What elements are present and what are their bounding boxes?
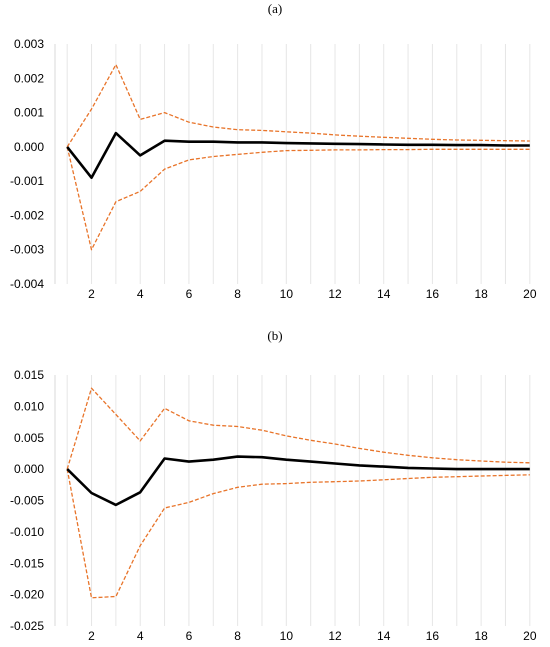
y-tick-label: -0.010 [10, 525, 44, 539]
y-tick-label: 0.015 [14, 368, 44, 382]
x-tick-label: 14 [377, 629, 391, 643]
x-tick-label: 6 [186, 629, 193, 643]
confidence-band-line [66, 468, 530, 599]
x-tick-label: 8 [234, 629, 241, 643]
y-tick-label: 0.005 [14, 431, 44, 445]
x-tick-label: 8 [234, 287, 241, 300]
chart-b: 0.015 0.010 0.005 0.000 -0.005 -0.010 -0.015 -0… [10, 368, 537, 643]
irf-line [66, 131, 530, 179]
x-tick-label: 16 [426, 287, 440, 300]
y-tick-label: 0.000 [14, 140, 44, 154]
x-tick-label: 16 [426, 629, 440, 643]
x-tick-label: 20 [523, 287, 537, 300]
panel-b: (b) 0.015 0.010 0.005 0.000 -0.005 -0.010 -0.0… [0, 320, 550, 647]
confidence-band-line [66, 146, 530, 251]
y-tick-label: 0.010 [14, 399, 44, 413]
x-tick-label: 10 [280, 629, 294, 643]
y-tick-label: -0.001 [10, 174, 44, 188]
y-tick-label: -0.002 [10, 208, 44, 222]
x-tick-label: 4 [137, 287, 144, 300]
irf-line [66, 455, 530, 507]
y-tick-label: -0.020 [10, 588, 44, 602]
chart-a: 0.003 0.002 0.001 0.000 -0.001 -0.002 -0.003 -0… [10, 37, 537, 300]
x-tick-label: 6 [186, 287, 193, 300]
y-tick-label: -0.005 [10, 494, 44, 508]
y-tick-label: -0.004 [10, 277, 44, 291]
x-tick-label: 14 [377, 287, 391, 300]
panel-b-label: (b) [267, 328, 283, 343]
x-tick-label: 2 [88, 287, 95, 300]
confidence-band-line [66, 63, 530, 148]
x-tick-label: 18 [474, 629, 488, 643]
x-tick-label: 12 [328, 629, 342, 643]
y-tick-label: -0.025 [10, 619, 44, 633]
x-tick-label: 2 [88, 629, 95, 643]
y-tick-label: 0.000 [14, 462, 44, 476]
x-tick-label: 20 [523, 629, 537, 643]
y-tick-label: 0.002 [14, 71, 44, 85]
panel-a: (a) 0.003 0.002 0.001 0.000 -0.001 -0.002 -0.0… [0, 0, 550, 300]
x-tick-label: 10 [280, 287, 294, 300]
y-tick-label: -0.003 [10, 243, 44, 257]
x-tick-label: 18 [474, 287, 488, 300]
panel-a-label: (a) [267, 1, 283, 16]
x-tick-label: 12 [328, 287, 342, 300]
x-tick-label: 4 [137, 629, 144, 643]
y-tick-label: 0.003 [14, 37, 44, 51]
y-tick-label: -0.015 [10, 556, 44, 570]
y-tick-label: 0.001 [14, 106, 44, 120]
confidence-band-line [66, 387, 530, 470]
